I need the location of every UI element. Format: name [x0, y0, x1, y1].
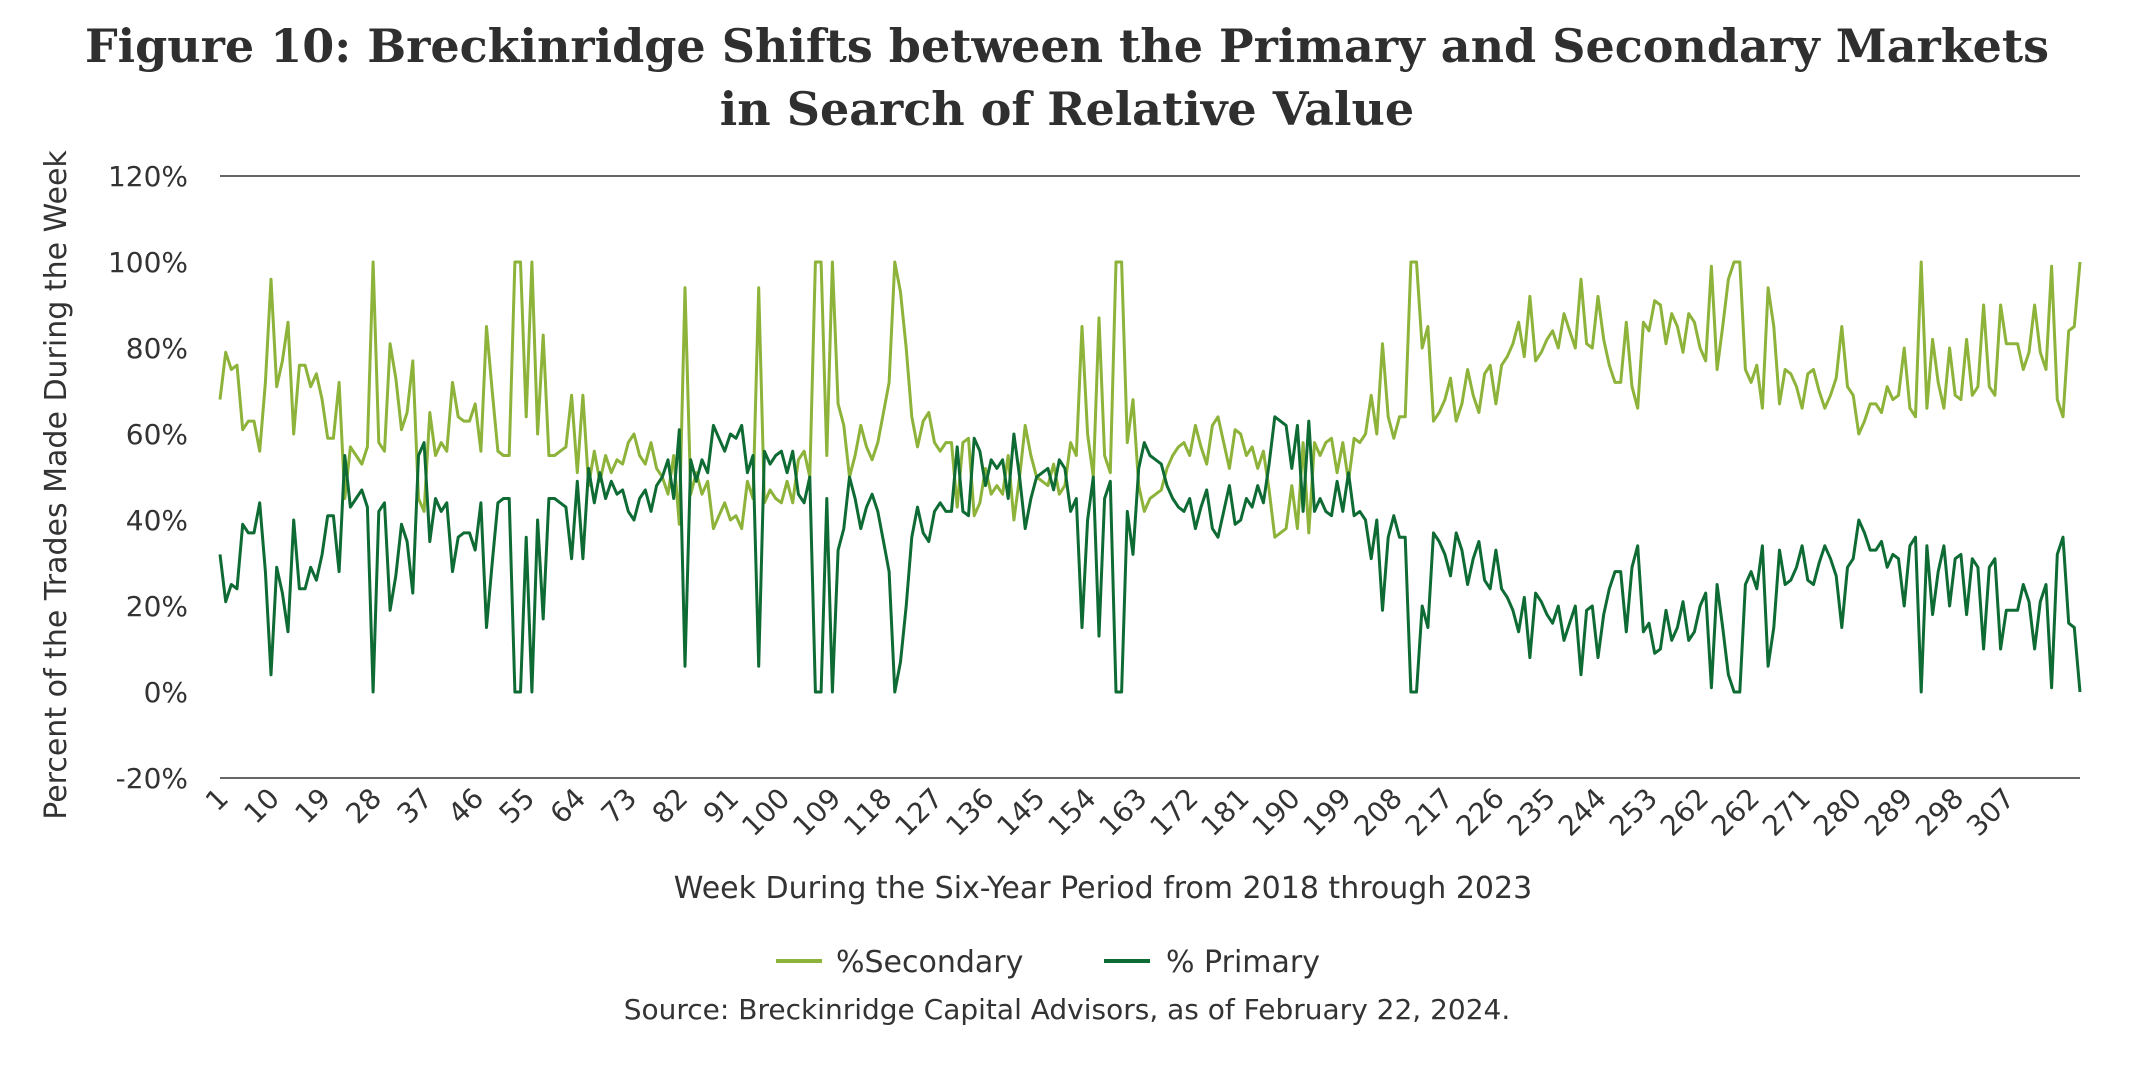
series-line-primary	[218, 415, 2082, 694]
legend: %Secondary % Primary	[776, 945, 1320, 980]
x-tick-label: 262	[1705, 782, 1766, 843]
x-tick-label: 37	[391, 782, 440, 831]
x-tick-label: 46	[442, 782, 491, 831]
x-tick-label: 127	[888, 782, 949, 843]
x-tick-label: 244	[1552, 782, 1613, 843]
x-tick-label: 172	[1144, 782, 1205, 843]
x-tick-label: 181	[1195, 782, 1256, 843]
x-tick-label: 100	[735, 782, 796, 843]
x-tick-label: 118	[837, 782, 898, 843]
x-tick-label: 10	[237, 782, 286, 831]
y-tick-label: 40%	[126, 504, 188, 537]
series-lines	[218, 260, 2082, 694]
y-tick-label: -20%	[116, 762, 188, 795]
x-tick-label: 217	[1399, 782, 1460, 843]
x-tick-labels: 1 10 19 28 37 46 55 64 73 82 911001091181271361451…	[199, 782, 2021, 843]
legend-label-primary: % Primary	[1166, 945, 1320, 980]
y-tick-label: 60%	[126, 418, 188, 451]
x-tick-label: 199	[1297, 782, 1358, 843]
x-tick-label: 73	[595, 782, 644, 831]
x-tick-label: 280	[1807, 782, 1868, 843]
x-tick-label: 190	[1246, 782, 1307, 843]
y-tick-label: 80%	[126, 332, 188, 365]
x-tick-label: 163	[1092, 782, 1153, 843]
y-tick-label: 100%	[108, 246, 188, 279]
x-tick-label: 154	[1041, 782, 1102, 843]
x-axis-label: Week During the Six-Year Period from 201…	[674, 871, 1532, 906]
y-axis-label: Percent of the Trades Made During the We…	[39, 150, 74, 820]
y-tick-label: 120%	[108, 160, 188, 193]
x-tick-label: 226	[1450, 782, 1511, 843]
y-tick-label: 0%	[144, 676, 188, 709]
x-tick-label: 28	[340, 782, 389, 831]
x-tick-label: 208	[1348, 782, 1409, 843]
y-gridlines	[220, 175, 2080, 779]
x-tick-label: 109	[786, 782, 847, 843]
x-tick-label: 298	[1909, 782, 1970, 843]
y-tick-label: 20%	[126, 590, 188, 623]
x-tick-label: 82	[646, 782, 695, 831]
x-tick-label: 253	[1603, 782, 1664, 843]
chart-title-line1: Figure 10: Breckinridge Shifts between t…	[85, 19, 2049, 73]
chart-title-line2: in Search of Relative Value	[720, 82, 1414, 136]
series-line-secondary	[218, 260, 2082, 539]
x-tick-label: 235	[1501, 782, 1562, 843]
x-tick-label: 136	[939, 782, 1000, 843]
x-tick-label: 307	[1960, 782, 2021, 843]
y-tick-labels: 120% 100% 80% 60% 40% 20% 0% -20%	[108, 160, 188, 795]
x-tick-label: 271	[1756, 782, 1817, 843]
x-tick-label: 55	[493, 782, 542, 831]
source-note: Source: Breckinridge Capital Advisors, a…	[624, 993, 1511, 1026]
x-tick-label: 1	[199, 782, 235, 818]
x-tick-label: 289	[1858, 782, 1919, 843]
x-tick-label: 64	[544, 782, 593, 831]
legend-label-secondary: %Secondary	[836, 945, 1023, 980]
x-tick-label: 262	[1654, 782, 1715, 843]
x-tick-label: 145	[990, 782, 1051, 843]
x-tick-label: 19	[288, 782, 337, 831]
